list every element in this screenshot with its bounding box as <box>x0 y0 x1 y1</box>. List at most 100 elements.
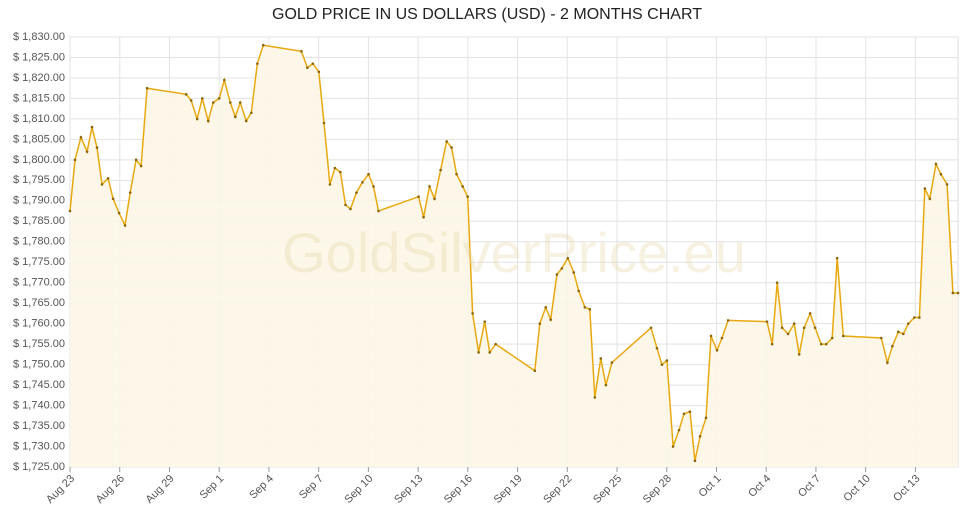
y-tick-label: $ 1,795.00 <box>13 174 65 186</box>
y-tick-label: $ 1,740.00 <box>13 399 65 411</box>
point <box>79 136 83 139</box>
y-tick-label: $ 1,735.00 <box>13 420 65 432</box>
point <box>956 291 960 295</box>
point <box>494 342 497 346</box>
point <box>655 346 659 350</box>
point <box>250 111 253 115</box>
point <box>780 326 784 330</box>
x-tick-label: Sep 1 <box>198 473 227 502</box>
y-tick-label: $ 1,755.00 <box>13 338 65 350</box>
x-tick-label: Oct 10 <box>841 473 872 504</box>
point <box>90 125 94 129</box>
point <box>677 428 681 432</box>
point <box>244 119 248 123</box>
point <box>939 172 943 176</box>
point <box>824 342 828 346</box>
point <box>455 172 458 176</box>
point <box>901 332 905 336</box>
point <box>715 348 719 352</box>
point <box>145 86 149 90</box>
point <box>306 66 309 70</box>
point <box>300 50 303 53</box>
line <box>69 44 958 462</box>
point <box>765 320 769 323</box>
point <box>328 183 332 186</box>
point <box>808 312 812 315</box>
point <box>802 326 806 330</box>
point <box>372 185 375 188</box>
point <box>317 70 321 74</box>
point <box>649 326 653 330</box>
point <box>797 353 801 356</box>
point <box>73 158 77 162</box>
y-tick-label: $ 1,765.00 <box>13 297 65 309</box>
y-tick-label: $ 1,825.00 <box>13 51 65 63</box>
point <box>698 434 702 438</box>
point <box>720 336 724 340</box>
point <box>471 312 474 315</box>
x-tick-label: Aug 26 <box>94 473 127 506</box>
point <box>560 267 564 270</box>
point <box>256 62 259 65</box>
x-tick-label: Sep 4 <box>247 473 276 502</box>
point <box>923 187 927 190</box>
point <box>583 305 587 309</box>
point <box>671 445 675 448</box>
y-tick-label: $ 1,725.00 <box>13 461 65 473</box>
x-tick-label: Sep 22 <box>541 473 574 506</box>
point <box>377 209 380 213</box>
point <box>422 215 425 219</box>
point <box>897 330 900 334</box>
point <box>599 357 603 360</box>
point <box>123 224 127 227</box>
point <box>593 396 597 399</box>
y-tick-label: $ 1,820.00 <box>13 72 65 84</box>
point <box>333 166 337 170</box>
point <box>211 101 215 104</box>
point <box>111 197 115 201</box>
point <box>200 97 204 100</box>
point <box>549 318 553 321</box>
point <box>217 97 221 100</box>
point <box>461 185 464 188</box>
point <box>477 351 480 354</box>
x-tick-label: Sep 25 <box>591 473 624 506</box>
x-tick-label: Sep 19 <box>492 473 525 506</box>
point <box>577 289 581 293</box>
point <box>417 195 420 199</box>
point <box>355 191 358 194</box>
y-tick-label: $ 1,750.00 <box>13 359 65 371</box>
point <box>704 416 708 420</box>
point <box>709 334 713 338</box>
point <box>879 336 883 340</box>
x-tick-label: Oct 7 <box>796 473 823 500</box>
y-tick-label: $ 1,805.00 <box>13 133 65 145</box>
point <box>538 322 542 325</box>
point <box>106 176 110 180</box>
point <box>261 43 265 47</box>
point <box>95 146 99 149</box>
point <box>830 336 834 340</box>
point <box>841 334 845 338</box>
point <box>934 162 938 166</box>
point <box>134 158 138 162</box>
point <box>367 172 370 176</box>
point <box>726 319 730 322</box>
point <box>184 93 188 96</box>
point <box>918 316 921 319</box>
x-tick-label: Aug 23 <box>44 473 77 506</box>
point <box>466 195 469 199</box>
point <box>189 99 193 102</box>
point <box>361 181 364 184</box>
point <box>433 197 436 201</box>
point <box>610 361 614 364</box>
point <box>233 115 237 119</box>
x-tick-label: Sep 28 <box>641 473 674 506</box>
point <box>238 101 242 104</box>
point <box>344 203 347 207</box>
y-tick-label: $ 1,790.00 <box>13 195 65 207</box>
point <box>445 140 448 143</box>
point <box>228 101 232 104</box>
point <box>483 320 487 323</box>
